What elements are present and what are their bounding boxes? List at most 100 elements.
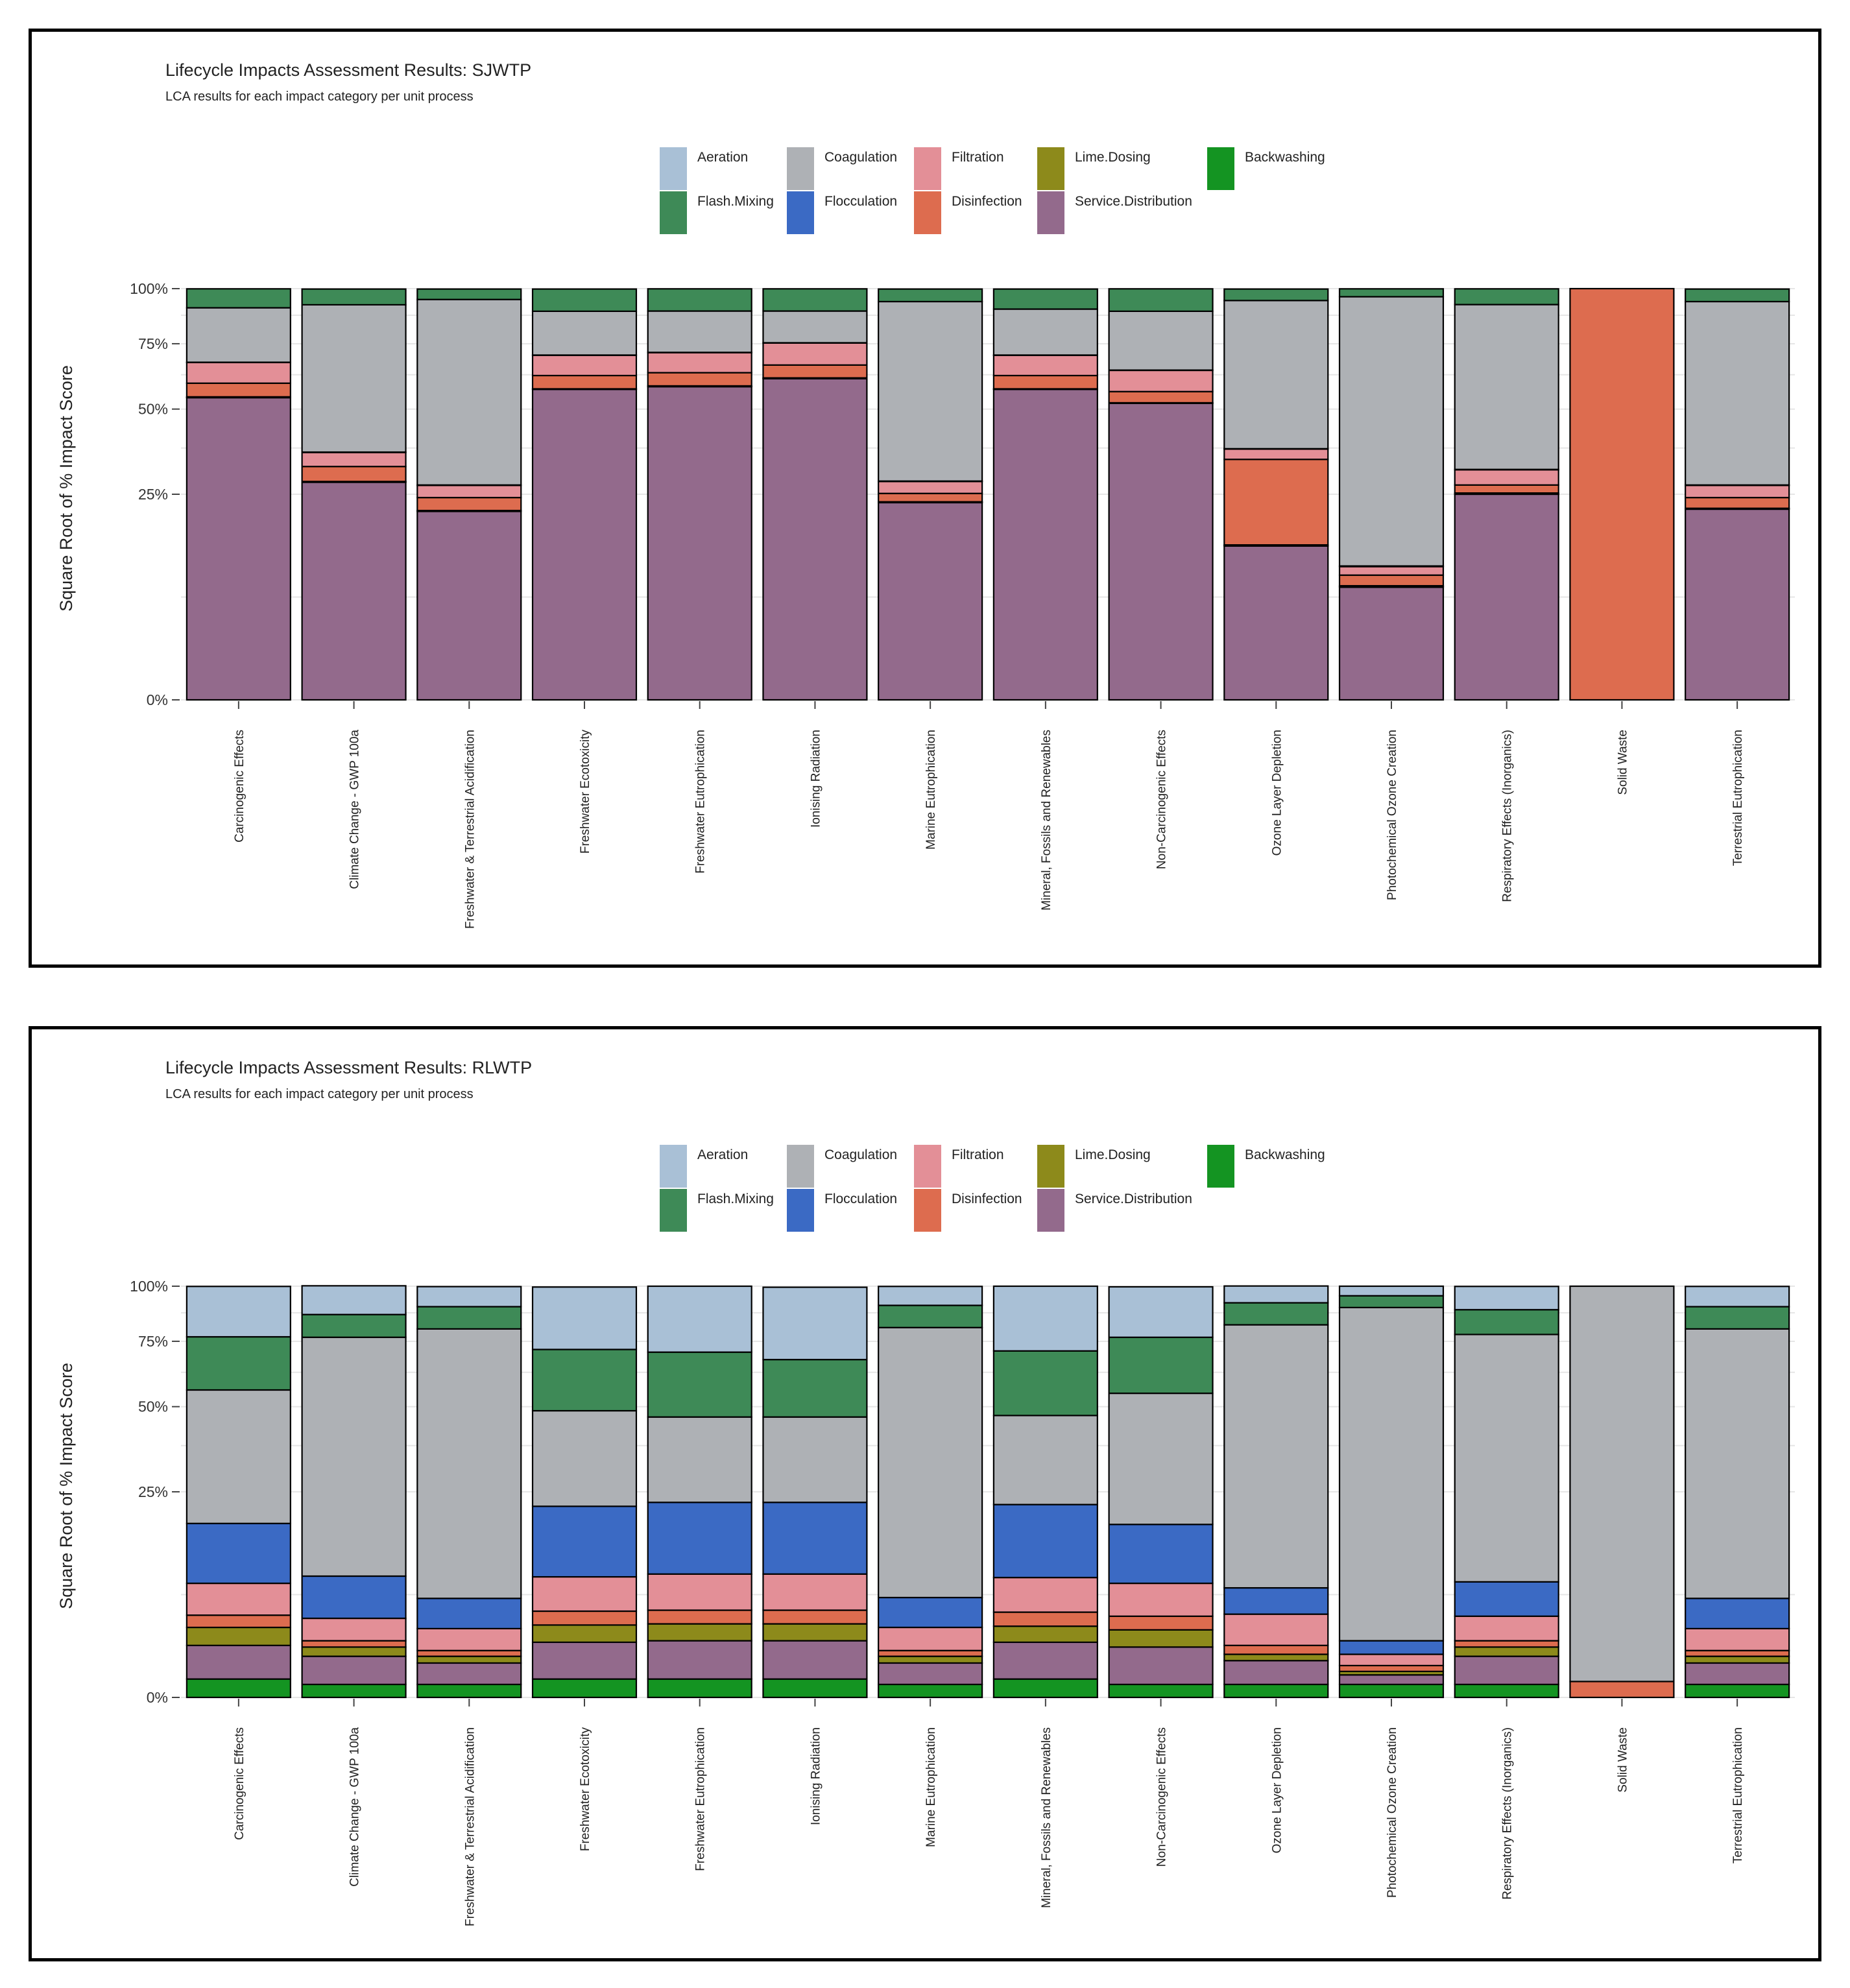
bar-segment-flash-mixing <box>992 288 1098 310</box>
bar-segment-service-distribution <box>878 1662 983 1686</box>
bar-segment-service-distribution <box>1223 1660 1329 1686</box>
x-tick-label: Freshwater & Terrestrial Acidification <box>463 1727 477 1926</box>
bar-segment-coagulation <box>1569 1285 1675 1683</box>
bar-segment-disinfection <box>1338 574 1445 587</box>
y-tick-label: 25% <box>138 486 168 503</box>
chart-subtitle: LCA results for each impact category per… <box>165 90 474 104</box>
bar-segment-service-distribution <box>531 389 638 701</box>
bar-segment-aeration <box>647 1285 752 1353</box>
bar-segment-coagulation <box>1338 1306 1445 1642</box>
bar-terrestrial-eutrophication <box>1685 1286 1790 1699</box>
bar-segment-service-distribution <box>186 397 291 701</box>
bar-segment-aeration <box>878 1286 983 1306</box>
bar-segment-flocculation <box>416 1598 522 1630</box>
legend-swatch-flash-mixing <box>660 1189 687 1232</box>
bar-segment-service-distribution <box>186 1644 291 1680</box>
bar-carcinogenic-effects <box>186 288 291 701</box>
y-axis: 0% 25% 50% 75% 100% <box>130 280 180 708</box>
legend-swatch-lime-dosing <box>1037 147 1064 190</box>
bar-non-carcinogenic-effects <box>1108 288 1214 701</box>
y-tick-label: 75% <box>138 335 168 352</box>
x-axis: Carcinogenic Effects Climate Change - GWP… <box>233 1699 1745 1926</box>
bar-solid-waste <box>1569 287 1675 701</box>
bar-segment-service-distribution <box>992 1641 1098 1680</box>
bar-photochemical-ozone-creation <box>1338 288 1445 701</box>
x-tick-label: Non-Carcinogenic Effects <box>1155 1727 1169 1867</box>
bar-segment-lime-dosing <box>1223 1653 1329 1662</box>
bar-segment-service-distribution <box>1338 1674 1445 1686</box>
legend-label-aeration: Aeration <box>697 1147 748 1162</box>
bar-segment-disinfection <box>878 1649 983 1657</box>
x-tick-label: Solid Waste <box>1616 1727 1629 1793</box>
bar-segment-flash-mixing <box>186 1335 291 1391</box>
y-tick-label: 50% <box>138 401 168 418</box>
bar-segment-aeration <box>1338 1285 1445 1297</box>
bar-segment-backwashing <box>647 1678 752 1699</box>
bar-segment-backwashing <box>1338 1683 1445 1699</box>
chart-panel-sjwtp: Lifecycle Impacts Assessment Results: SJ… <box>29 29 1821 968</box>
x-tick-label: Freshwater & Terrestrial Acidification <box>463 730 477 929</box>
bar-segment-disinfection <box>531 1610 638 1626</box>
bars <box>186 287 1790 701</box>
bar-segment-disinfection <box>762 364 868 379</box>
chart-title: Lifecycle Impacts Assessment Results: SJ… <box>165 60 531 80</box>
bar-segment-disinfection <box>647 1609 752 1625</box>
legend-swatch-filtration <box>914 147 941 190</box>
bar-segment-filtration <box>1338 566 1445 576</box>
legend-swatch-service-distribution <box>1037 191 1064 234</box>
legend-label-disinfection: Disinfection <box>952 1192 1022 1206</box>
bar-segment-flash-mixing <box>1454 288 1559 305</box>
bar-segment-disinfection <box>1685 497 1790 509</box>
bar-segment-filtration <box>531 354 638 377</box>
bar-segment-lime-dosing <box>1685 1655 1790 1664</box>
bar-segment-service-distribution <box>1685 1662 1790 1686</box>
x-tick-label: Ionising Radiation <box>809 730 823 828</box>
bar-segment-backwashing <box>878 1683 983 1699</box>
legend-swatch-flash-mixing <box>660 191 687 234</box>
bar-segment-disinfection <box>1108 390 1214 404</box>
legend-swatch-flocculation <box>787 1189 814 1232</box>
bar-segment-flash-mixing <box>531 288 638 312</box>
bar-segment-coagulation <box>992 1415 1098 1505</box>
bar-segment-disinfection <box>301 466 407 483</box>
bar-segment-disinfection <box>1108 1615 1214 1631</box>
bar-mineral-fossils-and-renewables <box>992 288 1098 701</box>
bar-segment-flash-mixing <box>1338 1295 1445 1308</box>
bar-segment-coagulation <box>1454 304 1559 470</box>
bar-segment-backwashing <box>1223 1683 1329 1699</box>
bar-segment-disinfection <box>1685 1649 1790 1657</box>
bar-segment-backwashing <box>416 1683 522 1699</box>
legend-label-flash-mixing: Flash.Mixing <box>697 194 774 209</box>
bar-segment-filtration <box>1454 469 1559 486</box>
bar-segment-service-distribution <box>1108 1646 1214 1686</box>
bar-segment-flash-mixing <box>1108 1336 1214 1395</box>
bar-segment-service-distribution <box>647 1640 752 1680</box>
bar-segment-disinfection <box>186 382 291 398</box>
y-tick-label: 0% <box>147 691 168 708</box>
bar-segment-coagulation <box>531 310 638 356</box>
bar-segment-service-distribution <box>1454 493 1559 701</box>
bar-segment-filtration <box>992 1577 1098 1613</box>
bar-segment-service-distribution <box>416 510 522 701</box>
bar-segment-flocculation <box>1454 1581 1559 1617</box>
bar-segment-flash-mixing <box>416 288 522 300</box>
bar-terrestrial-eutrophication <box>1685 288 1790 701</box>
bar-ionising-radiation <box>762 288 868 701</box>
bar-segment-flash-mixing <box>186 288 291 309</box>
bar-segment-filtration <box>1454 1615 1559 1642</box>
bar-segment-coagulation <box>992 308 1098 356</box>
bar-ozone-layer-depletion <box>1223 288 1329 701</box>
legend-label-flocculation: Flocculation <box>824 1192 897 1206</box>
bar-segment-aeration <box>416 1286 522 1308</box>
bar-segment-flash-mixing <box>647 288 752 312</box>
bar-segment-flash-mixing <box>647 1351 752 1418</box>
bar-segment-coagulation <box>186 1389 291 1524</box>
bar-freshwater-terrestrial-acidification <box>416 288 522 701</box>
bar-segment-flocculation <box>762 1502 868 1575</box>
x-tick-label: Ionising Radiation <box>809 1727 823 1825</box>
bar-segment-service-distribution <box>647 386 752 701</box>
legend-swatch-backwashing <box>1207 1145 1234 1188</box>
bar-segment-coagulation <box>1454 1334 1559 1583</box>
bar-segment-filtration <box>762 342 868 366</box>
legend-label-disinfection: Disinfection <box>952 194 1022 209</box>
